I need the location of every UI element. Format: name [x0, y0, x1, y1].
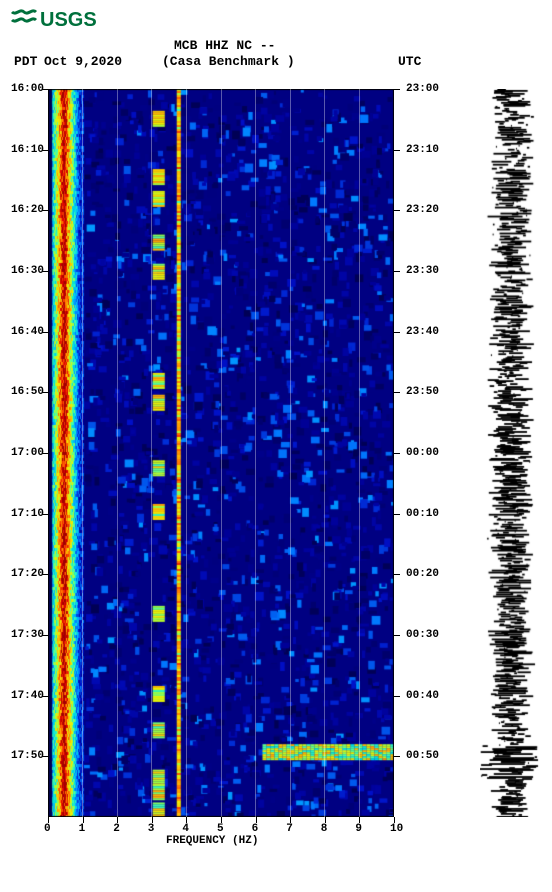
left-time-label: 17:00 — [4, 447, 44, 459]
spectrogram-gridline — [117, 89, 118, 817]
station-name: (Casa Benchmark ) — [162, 54, 295, 69]
right-time-label: 23:00 — [406, 83, 439, 95]
left-time-label: 16:40 — [4, 326, 44, 338]
right-time-tick — [394, 89, 400, 90]
spectrogram-gridline — [324, 89, 325, 817]
left-time-label: 17:30 — [4, 629, 44, 641]
left-time-tick — [42, 332, 48, 333]
x-tick-label: 10 — [390, 823, 403, 835]
spectrogram-gridline — [151, 89, 152, 817]
left-time-label: 16:30 — [4, 265, 44, 277]
right-time-label: 23:50 — [406, 386, 439, 398]
right-time-tick — [394, 392, 400, 393]
left-time-label: 17:20 — [4, 568, 44, 580]
left-time-tick — [42, 392, 48, 393]
left-timezone: PDT — [14, 54, 37, 69]
left-time-tick — [42, 635, 48, 636]
right-time-label: 23:30 — [406, 265, 439, 277]
right-time-tick — [394, 756, 400, 757]
right-time-label: 00:20 — [406, 568, 439, 580]
spectrogram-gridline — [290, 89, 291, 817]
spectrogram-gridline — [359, 89, 360, 817]
left-time-label: 16:00 — [4, 83, 44, 95]
right-time-label: 23:10 — [406, 144, 439, 156]
svg-text:USGS: USGS — [40, 9, 97, 31]
plot-date: Oct 9,2020 — [44, 54, 122, 69]
spectrogram-gridline — [186, 89, 187, 817]
left-time-label: 17:10 — [4, 508, 44, 520]
right-time-tick — [394, 514, 400, 515]
spectrogram-plot — [48, 89, 394, 817]
x-tick-label: 1 — [79, 823, 86, 835]
right-time-tick — [394, 453, 400, 454]
right-time-tick — [394, 635, 400, 636]
seismogram-canvas — [480, 89, 542, 817]
x-tick-label: 6 — [252, 823, 259, 835]
left-time-label: 17:40 — [4, 690, 44, 702]
right-time-tick — [394, 574, 400, 575]
left-time-tick — [42, 696, 48, 697]
x-tick-label: 7 — [286, 823, 293, 835]
left-time-tick — [42, 210, 48, 211]
left-time-tick — [42, 574, 48, 575]
right-time-label: 23:40 — [406, 326, 439, 338]
x-tick-label: 4 — [182, 823, 189, 835]
right-timezone: UTC — [398, 54, 421, 69]
x-tick-label: 3 — [148, 823, 155, 835]
left-time-label: 17:50 — [4, 750, 44, 762]
right-time-tick — [394, 332, 400, 333]
right-time-label: 00:50 — [406, 750, 439, 762]
left-time-tick — [42, 453, 48, 454]
right-time-label: 00:10 — [406, 508, 439, 520]
x-axis-label: FREQUENCY (HZ) — [166, 835, 258, 847]
right-time-label: 00:30 — [406, 629, 439, 641]
left-time-tick — [42, 89, 48, 90]
x-tick-label: 0 — [44, 823, 51, 835]
left-time-tick — [42, 756, 48, 757]
seismogram-trace — [480, 89, 542, 817]
left-time-label: 16:50 — [4, 386, 44, 398]
right-time-tick — [394, 150, 400, 151]
left-time-tick — [42, 514, 48, 515]
spectrogram-gridline — [221, 89, 222, 817]
right-time-label: 00:00 — [406, 447, 439, 459]
right-time-tick — [394, 210, 400, 211]
right-time-tick — [394, 271, 400, 272]
x-tick-label: 9 — [355, 823, 362, 835]
usgs-logo: USGS — [10, 6, 106, 32]
station-code: MCB HHZ NC -- — [174, 38, 275, 53]
spectrogram-gridline — [82, 89, 83, 817]
left-time-label: 16:20 — [4, 204, 44, 216]
left-time-tick — [42, 271, 48, 272]
x-tick-label: 5 — [217, 823, 224, 835]
x-tick-label: 2 — [113, 823, 120, 835]
left-time-tick — [42, 150, 48, 151]
spectrogram-gridline — [255, 89, 256, 817]
right-time-tick — [394, 696, 400, 697]
right-time-label: 00:40 — [406, 690, 439, 702]
right-time-label: 23:20 — [406, 204, 439, 216]
left-time-label: 16:10 — [4, 144, 44, 156]
x-tick-label: 8 — [321, 823, 328, 835]
